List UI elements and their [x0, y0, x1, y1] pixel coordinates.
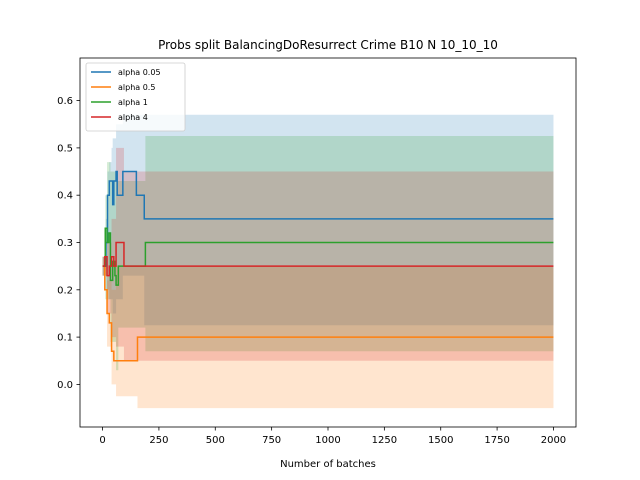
x-tick-label: 0: [99, 435, 105, 446]
y-tick-label: 0.0: [57, 380, 73, 391]
y-tick-label: 0.4: [57, 191, 73, 202]
y-tick-label: 0.1: [57, 333, 73, 344]
band-alpha-4: [102, 147, 554, 361]
legend-label: alpha 1: [118, 98, 148, 107]
x-tick-label: 2000: [541, 435, 566, 446]
x-tick-label: 1250: [372, 435, 397, 446]
legend-label: alpha 0.05: [118, 68, 161, 77]
band-alpha-0-5: [102, 256, 554, 409]
y-axis: 0.0 0.1 0.2 0.3 0.4 0.5 0.6: [57, 96, 80, 391]
y-tick-label: 0.5: [57, 143, 73, 154]
band-alpha-1: [102, 136, 554, 371]
x-tick-label: 500: [206, 435, 225, 446]
x-tick-label: 250: [149, 435, 168, 446]
confidence-bands: [102, 112, 554, 409]
line-alpha-4: [102, 241, 554, 277]
x-tick-label: 750: [262, 435, 281, 446]
chart-title: Probs split BalancingDoResurrect Crime B…: [158, 38, 498, 52]
series-lines: [102, 170, 554, 362]
x-tick-label: 1500: [428, 435, 453, 446]
line-alpha-0-5: [102, 265, 554, 362]
legend-box: [85, 62, 186, 132]
legend-label: alpha 0.5: [118, 83, 155, 92]
x-axis: 0 250 500 750 1000 1250 1500 1750 2000: [99, 427, 566, 446]
legend-label: alpha 4: [118, 113, 148, 122]
line-alpha-0-05: [102, 170, 554, 267]
x-tick-label: 1750: [484, 435, 509, 446]
legend: alpha 0.05 alpha 0.5 alpha 1 alpha 4: [85, 62, 186, 132]
y-tick-label: 0.6: [57, 96, 73, 107]
y-tick-label: 0.2: [57, 285, 73, 296]
x-axis-label: Number of batches: [280, 459, 376, 470]
x-tick-label: 1000: [315, 435, 340, 446]
y-tick-label: 0.3: [57, 238, 73, 249]
